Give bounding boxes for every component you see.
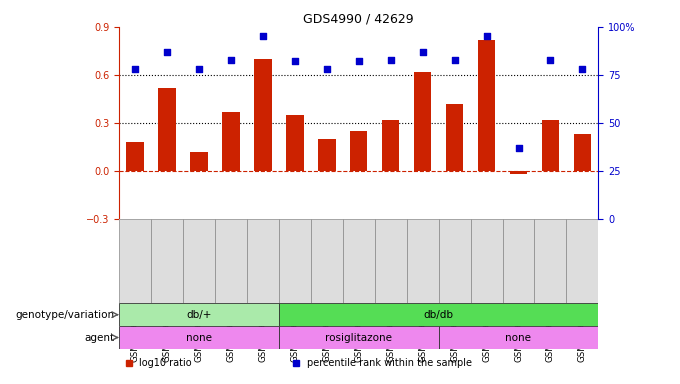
Bar: [343, 219, 375, 303]
Bar: [318, 139, 335, 171]
Bar: [574, 134, 591, 171]
Point: [385, 56, 396, 63]
Bar: [414, 72, 431, 171]
Bar: [439, 326, 598, 349]
Point: [289, 58, 300, 65]
Bar: [119, 303, 279, 326]
Bar: [158, 88, 175, 171]
Point: [545, 56, 556, 63]
Bar: [119, 219, 151, 303]
Text: db/+: db/+: [186, 310, 211, 319]
Text: percentile rank within the sample: percentile rank within the sample: [307, 358, 472, 368]
Point: [226, 56, 237, 63]
Point: [418, 49, 428, 55]
Point: [449, 56, 460, 63]
Bar: [254, 59, 271, 171]
Text: genotype/variation: genotype/variation: [15, 310, 114, 319]
Bar: [311, 219, 343, 303]
Bar: [446, 104, 463, 171]
Title: GDS4990 / 42629: GDS4990 / 42629: [303, 13, 414, 26]
Bar: [510, 171, 527, 174]
Point: [354, 58, 364, 65]
Point: [129, 66, 140, 72]
Bar: [222, 112, 239, 171]
Bar: [215, 219, 247, 303]
Bar: [279, 326, 439, 349]
Bar: [478, 40, 495, 171]
Bar: [119, 326, 279, 349]
Bar: [542, 120, 559, 171]
Bar: [503, 219, 534, 303]
Bar: [190, 152, 207, 171]
Point: [513, 145, 524, 151]
Text: db/db: db/db: [424, 310, 454, 319]
Point: [481, 33, 492, 40]
Text: none: none: [186, 333, 212, 343]
Bar: [126, 142, 143, 171]
Bar: [350, 131, 367, 171]
Point: [162, 49, 173, 55]
Bar: [382, 120, 399, 171]
Bar: [439, 219, 471, 303]
Bar: [279, 219, 311, 303]
Text: none: none: [505, 333, 532, 343]
Point: [193, 66, 204, 72]
Bar: [566, 219, 598, 303]
Bar: [534, 219, 566, 303]
Bar: [183, 219, 215, 303]
Bar: [375, 219, 407, 303]
Bar: [407, 219, 439, 303]
Bar: [471, 219, 503, 303]
Bar: [151, 219, 183, 303]
Bar: [279, 303, 598, 326]
Point: [577, 66, 588, 72]
Bar: [247, 219, 279, 303]
Text: rosiglitazone: rosiglitazone: [325, 333, 392, 343]
Point: [257, 33, 268, 40]
Point: [321, 66, 332, 72]
Bar: [286, 115, 303, 171]
Text: log10 ratio: log10 ratio: [139, 358, 192, 368]
Text: agent: agent: [84, 333, 114, 343]
